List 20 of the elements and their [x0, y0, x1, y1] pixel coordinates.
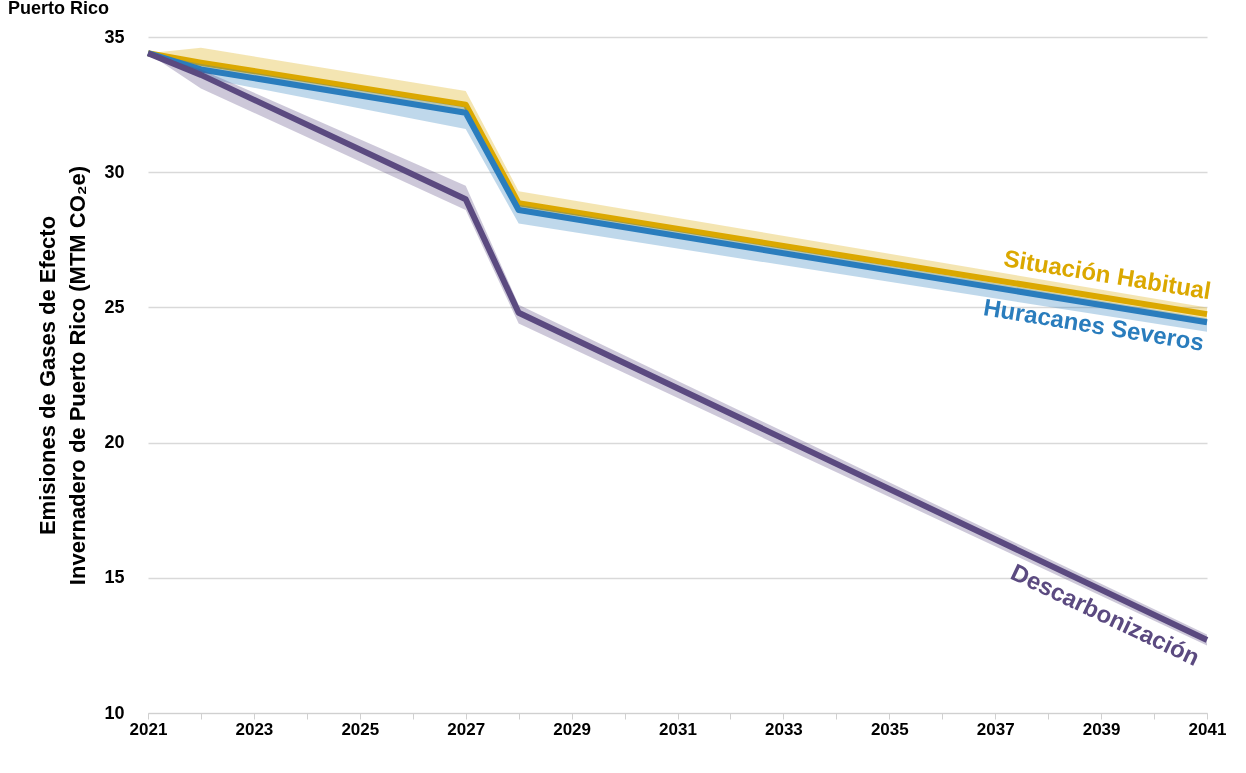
x-tick-label: 2025 [341, 719, 380, 739]
x-tick-label: 2035 [870, 719, 909, 739]
y-tick-label: 30 [104, 161, 125, 182]
y-tick-label: 10 [104, 702, 125, 723]
text: Situación Habitual [1001, 244, 1213, 305]
y-axis-title: Emisiones de Gases de Efecto Invernadero de Puerto Rico (MTM CO₂e) [35, 165, 91, 586]
x-tick-label: 2023 [235, 719, 274, 739]
x-tick-label: 2029 [553, 719, 592, 739]
x-tick-label: 2039 [1082, 719, 1121, 739]
x-tick-label: 2031 [659, 719, 697, 739]
y-tick-label: 35 [104, 26, 125, 47]
y-tick-label: 15 [104, 567, 125, 588]
x-tick-label: 2037 [976, 719, 1015, 739]
chart-title: Puerto Rico [8, 0, 110, 18]
y-tick-label: 20 [104, 432, 125, 453]
y-tick-label: 25 [104, 296, 125, 317]
x-tick-label: 2027 [447, 719, 486, 739]
x-tick-label: 2033 [764, 719, 803, 739]
x-tick-label: 2041 [1188, 719, 1227, 739]
x-tick-label: 2021 [129, 719, 168, 739]
